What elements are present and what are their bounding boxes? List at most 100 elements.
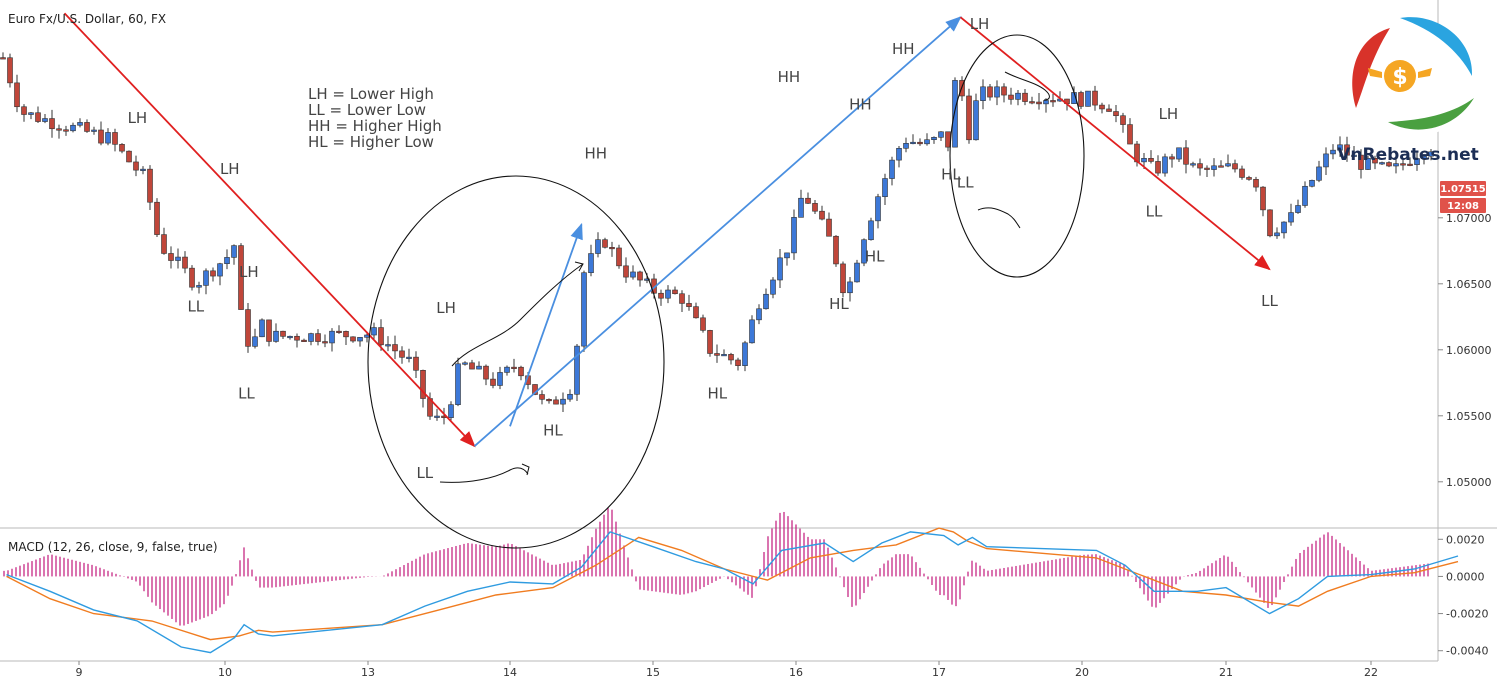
candle-up — [455, 363, 461, 405]
candle-up — [560, 398, 566, 405]
candle-down — [840, 263, 846, 294]
last-price-value: 1.07515 — [1440, 184, 1486, 195]
candle-up — [742, 342, 748, 366]
candle-up — [924, 139, 930, 145]
candle-down — [602, 239, 608, 248]
candle-down — [399, 350, 405, 358]
candle-down — [1386, 162, 1392, 167]
candle-down — [1050, 100, 1056, 103]
candle-up — [476, 365, 482, 370]
candle-down — [301, 339, 307, 342]
candle-down — [966, 95, 972, 141]
candle-down — [336, 330, 342, 333]
logo-coin — [1384, 60, 1416, 92]
candle-down — [154, 201, 160, 235]
candle-down — [1183, 147, 1189, 165]
candle-up — [357, 337, 363, 342]
candle-down — [147, 168, 153, 203]
candle-up — [798, 197, 804, 218]
macd-tick-label: -0.0020 — [1446, 608, 1488, 621]
macd-axis-ticks: 0.0020 0.0000 -0.0020 -0.0040 — [1438, 533, 1488, 658]
macd-tick-label: -0.0040 — [1446, 645, 1488, 658]
hand-drawn-ellipses — [367, 34, 1085, 549]
candle-up — [1288, 212, 1294, 223]
swing-label-ll: LL — [1146, 202, 1163, 220]
candle-down — [63, 129, 69, 132]
candle-down — [1008, 94, 1014, 100]
candle-down — [392, 344, 398, 352]
candle-down — [343, 331, 349, 338]
candle-up — [1211, 165, 1217, 170]
candle-up — [567, 393, 573, 400]
logo-red-swoosh — [1352, 28, 1390, 108]
candle-down — [322, 341, 328, 344]
candle-down — [616, 247, 622, 267]
candle-down — [1407, 163, 1413, 166]
candle-up — [434, 415, 440, 418]
candle-up — [1043, 100, 1049, 105]
candle-down — [1267, 209, 1273, 237]
swing-label-lh: LH — [1159, 105, 1179, 123]
candle-down — [133, 161, 139, 171]
candle-down — [539, 394, 545, 400]
candle-up — [70, 124, 76, 132]
candle-down — [819, 210, 825, 220]
candle-up — [175, 256, 181, 261]
candle-up — [1176, 147, 1182, 160]
macd-title: MACD (12, 26, close, 9, false, true) — [8, 540, 218, 554]
candle-up — [574, 345, 580, 395]
candle-down — [707, 330, 713, 354]
swing-labels: LHLLLHLHLLLHLLHHHLHLHHHHHLHLHHHHLHHLLLLH… — [128, 0, 1279, 482]
candle-down — [413, 356, 419, 371]
time-tick-label: 15 — [646, 666, 660, 679]
time-tick-label: 9 — [76, 666, 83, 679]
candle-up — [854, 262, 860, 283]
consolidation-ellipse — [367, 175, 665, 549]
candle-up — [497, 372, 503, 386]
candle-up — [868, 220, 874, 241]
candle-down — [1099, 104, 1105, 110]
curved-arrow-ll-hl-head — [521, 463, 530, 476]
candle-up — [140, 168, 146, 171]
legend-line-1: LH = Lower High — [308, 85, 434, 103]
candle-down — [1197, 163, 1203, 169]
candle-up — [1281, 221, 1287, 234]
candle-up — [504, 366, 510, 373]
candle-down — [1358, 154, 1364, 170]
candle-up — [882, 178, 888, 198]
candle-down — [826, 218, 832, 237]
candle-down — [546, 399, 552, 402]
swing-label-ll: LL — [957, 173, 974, 191]
candle-up — [1162, 156, 1168, 174]
logo-dollar-sign: $ — [1392, 65, 1407, 90]
last-price-badge: 1.07515 12:08 — [1440, 181, 1486, 213]
time-tick-label: 16 — [789, 666, 803, 679]
time-tick-label: 14 — [503, 666, 517, 679]
candle-up — [1190, 163, 1196, 166]
logo-text: VnRebates.net — [1337, 145, 1479, 165]
candle-down — [469, 362, 475, 370]
logo-wing-right — [1418, 68, 1432, 78]
candle-up — [896, 148, 902, 161]
candle-up — [973, 100, 979, 141]
swing-label-lh: LH — [970, 15, 990, 33]
candle-down — [1113, 111, 1119, 117]
candle-up — [763, 293, 769, 310]
candle-down — [637, 271, 643, 281]
candle-down — [119, 144, 125, 152]
curved-arrow-lh-hh — [451, 263, 584, 367]
price-tick-label: 1.05000 — [1446, 476, 1492, 489]
candle-up — [910, 141, 916, 145]
swing-label-ll: LL — [238, 385, 255, 403]
candle-down — [1106, 108, 1112, 112]
macd-tick-label: 0.0000 — [1446, 570, 1485, 583]
candle-up — [952, 80, 958, 148]
macd-signal-line — [6, 527, 1459, 641]
candle-down — [0, 57, 6, 60]
candle-up — [938, 131, 944, 138]
candle-down — [812, 203, 818, 212]
candle-up — [308, 333, 314, 342]
candle-down — [833, 235, 839, 265]
candle-up — [581, 272, 587, 347]
candle-up — [1414, 158, 1420, 165]
